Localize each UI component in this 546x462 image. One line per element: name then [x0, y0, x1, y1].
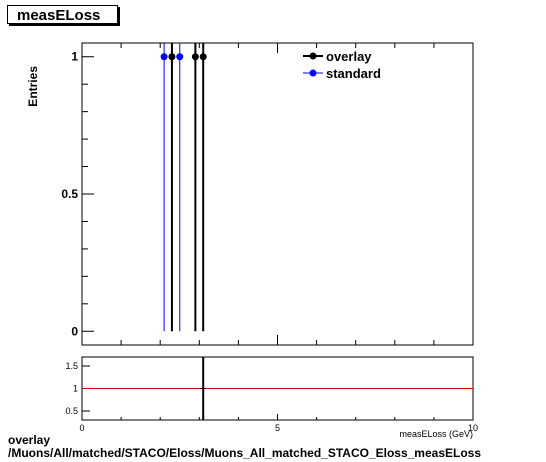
y-tick-label: 0.5: [61, 187, 78, 201]
y-tick-label: 0: [71, 324, 78, 338]
data-point-standard: [176, 53, 184, 61]
footer-path: /Muons/All/matched/STACO/Eloss/Muons_All…: [8, 446, 482, 460]
y-axis-label: Entries: [26, 66, 40, 107]
main-plot-frame: [81, 42, 474, 346]
legend-label-standard: standard: [326, 66, 381, 81]
ratio-x-tick-label: 5: [275, 423, 280, 433]
x-axis-label: measELoss (GeV): [399, 429, 473, 439]
ratio-y-tick-label: 1.5: [65, 361, 78, 371]
ratio-y-tick-label: 0.5: [65, 406, 78, 416]
legend-label-overlay: overlay: [326, 49, 372, 64]
ratio-x-tick-label: 10: [468, 423, 478, 433]
legend-marker-overlay: [309, 52, 317, 60]
data-point-overlay: [191, 53, 199, 61]
ratio-y-tick-label: 1: [73, 384, 78, 394]
data-point-overlay: [199, 53, 207, 61]
data-point-overlay: [168, 53, 176, 61]
legend-marker-standard: [309, 69, 317, 77]
histogram-title: measELoss: [7, 5, 118, 24]
data-point-standard: [160, 53, 168, 61]
ratio-x-tick-label: 0: [79, 423, 84, 433]
y-tick-label: 1: [71, 50, 78, 64]
footer-label: overlay: [8, 433, 51, 447]
